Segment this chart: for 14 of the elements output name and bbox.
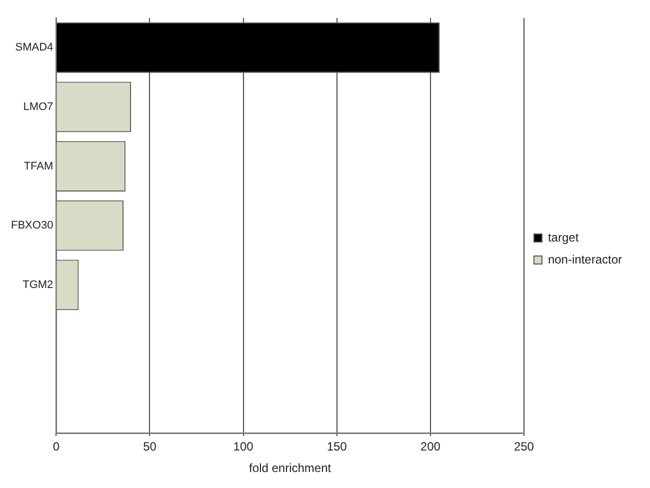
y-tick-label: TGM2: [22, 278, 54, 291]
y-tick-label: SMAD4: [15, 42, 54, 54]
x-tick-label: 150: [326, 440, 348, 454]
y-tick-label: TFAM: [24, 160, 54, 172]
legend-label: target: [548, 230, 580, 244]
x-tick-label: 250: [514, 440, 534, 454]
x-tick-label: 50: [143, 440, 157, 454]
x-axis-title: fold enrichment: [249, 461, 332, 476]
legend-label: non-interactor: [548, 252, 622, 266]
x-tick-label: 0: [52, 440, 60, 454]
x-tick-label: 200: [420, 440, 441, 454]
y-tick-label: FBXO30: [10, 220, 54, 232]
y-tick-label: LMO7: [23, 101, 54, 114]
x-tick-label: 100: [233, 440, 254, 454]
